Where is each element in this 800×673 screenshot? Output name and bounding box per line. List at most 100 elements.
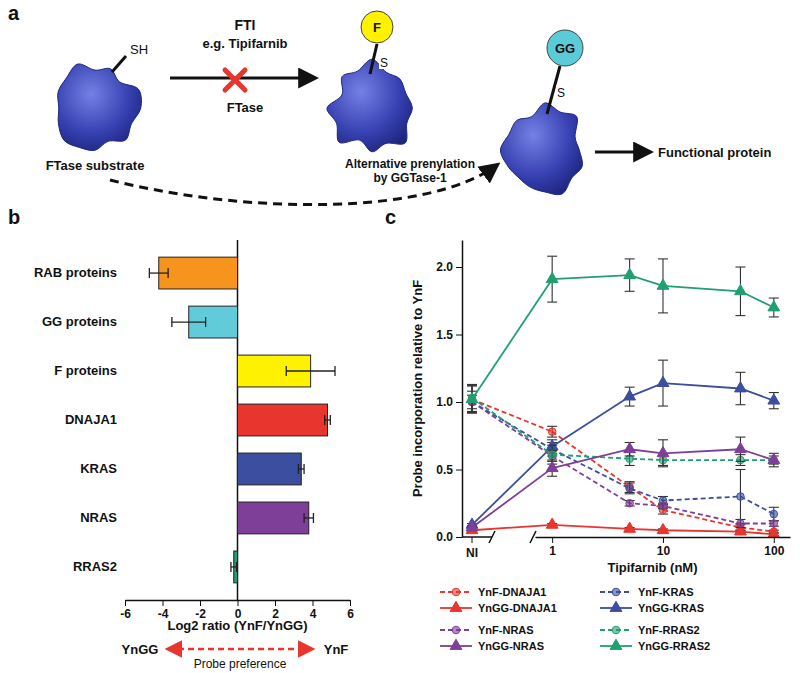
error-bar	[625, 483, 635, 494]
error-cap	[467, 412, 477, 413]
marker	[546, 461, 558, 471]
error-cap	[769, 507, 779, 508]
error-cap	[658, 405, 668, 406]
error-cap	[547, 437, 557, 438]
bar	[238, 453, 302, 485]
label-bg	[556, 85, 567, 99]
tick: RAB proteins	[34, 265, 117, 280]
prenyl-group	[547, 30, 583, 66]
legend-label: YnGG-KRAS	[638, 602, 704, 614]
legend-entry: YnGG-DNAJA1	[440, 601, 557, 614]
tick: RRAS2	[73, 559, 117, 574]
inhibitor-example: e.g. Tipifarnib	[203, 36, 288, 51]
axis-line	[462, 241, 464, 538]
tick-mark	[125, 600, 126, 606]
legend-label: YnGG-RRAS2	[638, 640, 710, 652]
tick: 4	[310, 600, 317, 621]
tick: 0.5	[436, 463, 462, 477]
inhibitor: FTI	[235, 17, 256, 33]
tick-label: 0.0	[436, 530, 453, 544]
arrow	[595, 151, 650, 154]
marker	[735, 285, 747, 295]
legend-label: YnF-DNAJA1	[478, 586, 546, 598]
error-cap	[149, 268, 150, 278]
thioether: S	[380, 56, 388, 70]
error-bar	[325, 415, 331, 425]
tick-label: 2.0	[436, 260, 453, 274]
marker	[657, 523, 669, 533]
axis-title: Probe incorporation relative to YnF	[410, 280, 425, 497]
legend-label: YnF-KRAS	[638, 586, 694, 598]
error-cap	[625, 258, 635, 259]
error-cap	[769, 316, 779, 317]
error-cap	[467, 385, 477, 386]
tick-mark	[456, 470, 462, 471]
thiol: SH	[130, 42, 148, 57]
error-cap	[658, 360, 668, 361]
error-line	[298, 468, 304, 469]
marker	[466, 393, 478, 403]
tick-label: 1	[549, 544, 556, 558]
enzyme: FTase	[227, 100, 264, 115]
tick-mark	[200, 600, 201, 606]
error-cap	[658, 258, 668, 259]
error-cap	[658, 439, 668, 440]
marker	[546, 518, 558, 528]
tick: 2.0	[436, 260, 462, 274]
marker	[735, 442, 747, 452]
line	[552, 432, 774, 532]
error-cap	[334, 366, 335, 376]
series	[467, 386, 779, 536]
error-cap	[230, 562, 231, 572]
legend-entry: YnGG-KRAS	[600, 601, 704, 614]
error-line	[149, 272, 168, 273]
bar	[159, 257, 238, 289]
tick-label: 0.5	[436, 463, 453, 477]
label-bg	[379, 55, 390, 69]
error-bar	[769, 393, 779, 409]
marker	[624, 522, 636, 532]
marker	[626, 499, 634, 507]
error-cap	[625, 387, 635, 388]
tick-mark	[456, 537, 462, 538]
error-bar	[547, 451, 557, 462]
error-bar	[769, 453, 779, 467]
error-bar	[658, 360, 668, 406]
legend-label: YnGG-DNAJA1	[478, 602, 557, 614]
error-bar	[298, 464, 304, 474]
tick-label: RRAS2	[73, 559, 117, 574]
marker	[624, 390, 636, 400]
marker	[466, 521, 478, 531]
tick-label: NRAS	[80, 510, 117, 525]
error-bar	[172, 317, 206, 327]
cysteine	[112, 56, 126, 72]
error-cap	[313, 513, 314, 523]
error-cap	[735, 461, 745, 462]
tick: DNAJA1	[65, 412, 117, 427]
error-cap	[547, 426, 557, 427]
prenyl-group	[361, 11, 393, 43]
tick-label: GG proteins	[42, 314, 117, 329]
tick: 100	[764, 537, 784, 558]
bar	[238, 404, 328, 436]
diagram: aSHFTase substrateFTIe.g. TipifarnibFTas…	[8, 2, 771, 205]
error-bar	[735, 372, 745, 404]
tick-mark	[238, 600, 239, 606]
error-bar	[658, 259, 668, 313]
error-cap	[769, 297, 779, 298]
tick: 1.5	[436, 328, 462, 342]
tick-label: KRAS	[80, 461, 117, 476]
error-bar	[625, 259, 635, 291]
marker	[768, 528, 780, 537]
legend-entry: YnF-NRAS	[440, 624, 534, 636]
line-connector	[472, 398, 552, 455]
marker	[768, 453, 780, 463]
error-cap	[236, 562, 237, 572]
error-bar	[658, 440, 668, 467]
tick: GG proteins	[42, 314, 117, 329]
panel-label: b	[8, 206, 20, 228]
error-cap	[547, 476, 557, 477]
legend-label: YnF-RRAS2	[638, 624, 700, 636]
x-axis: 110100	[536, 537, 791, 558]
error-cap	[298, 464, 299, 474]
